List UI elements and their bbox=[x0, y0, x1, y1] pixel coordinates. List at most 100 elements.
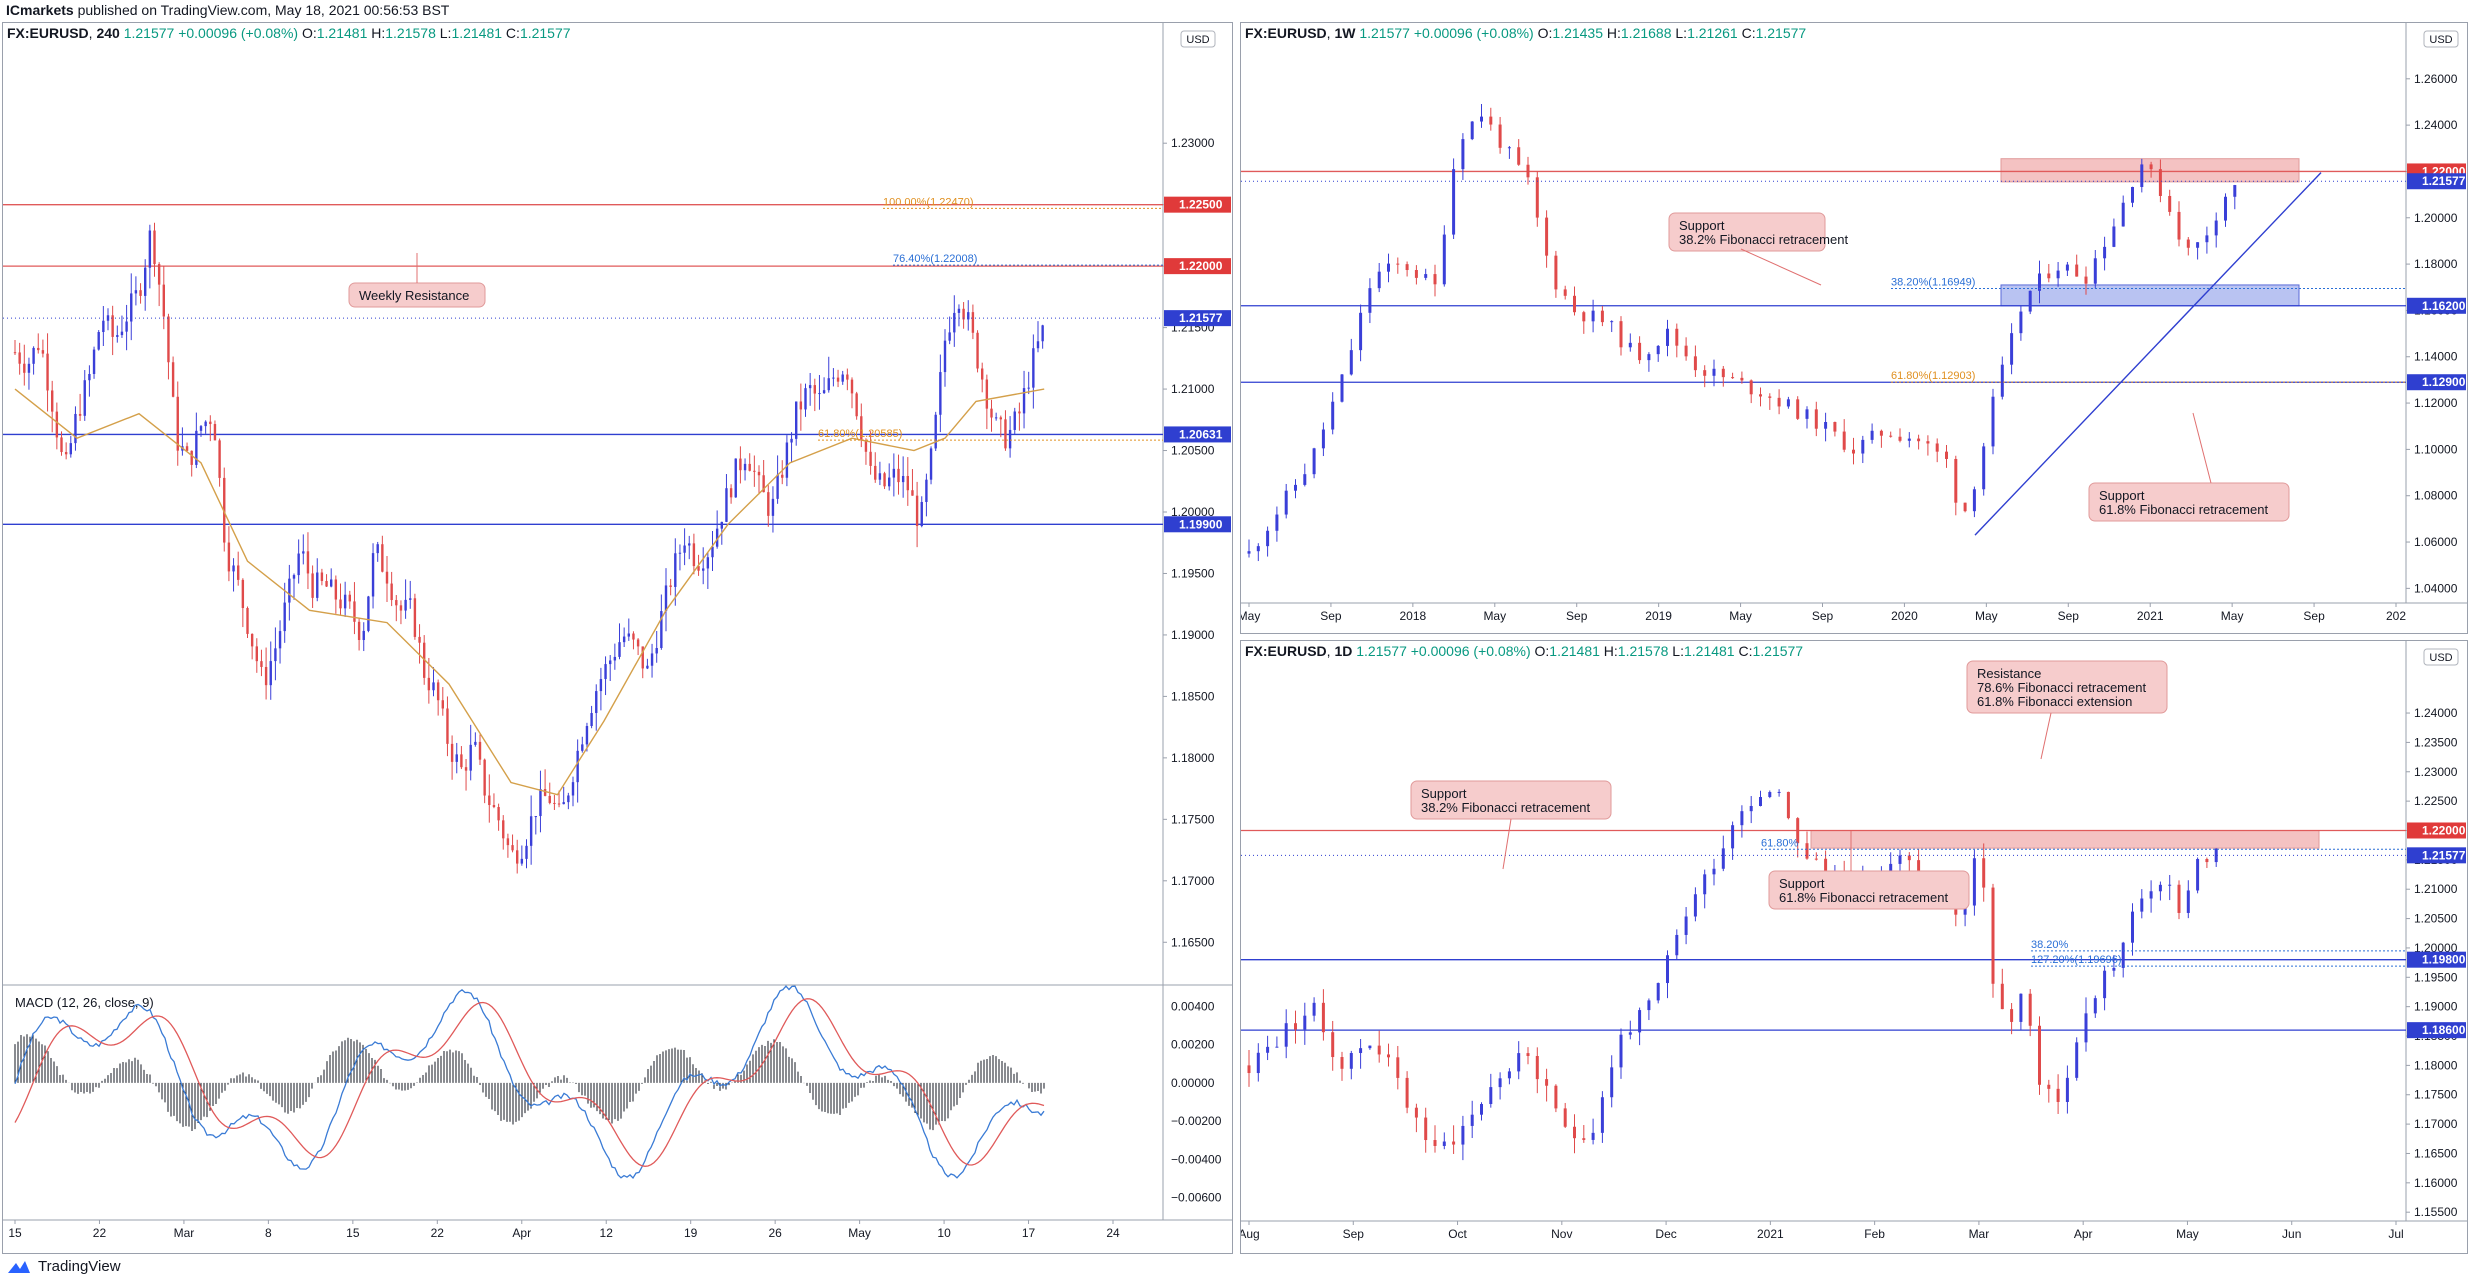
candle-body bbox=[1414, 1107, 1418, 1118]
candle-body bbox=[2103, 246, 2107, 259]
tradingview-logo-icon bbox=[8, 1260, 30, 1273]
candle-body bbox=[939, 372, 942, 415]
chart-panel-w1[interactable]: FX:EURUSD, 1W 1.21577 +0.00096 (+0.08%) … bbox=[1240, 22, 2468, 634]
macd-title: MACD (12, 26, close, 9) bbox=[15, 995, 154, 1010]
moving-average-line bbox=[14, 388, 1045, 796]
candle-body bbox=[976, 332, 979, 369]
candle-body bbox=[1740, 377, 1744, 381]
candle-body bbox=[432, 682, 435, 691]
candle-body bbox=[1470, 1114, 1474, 1126]
y-tick-label: 1.12000 bbox=[2414, 396, 2458, 410]
candle-body bbox=[260, 661, 263, 667]
candle-body bbox=[702, 568, 705, 571]
candle-body bbox=[1480, 1104, 1483, 1115]
candle-body bbox=[1331, 401, 1335, 430]
candle-body bbox=[1041, 325, 1044, 342]
candle-body bbox=[609, 660, 612, 665]
candle-body bbox=[878, 473, 882, 480]
candle-body bbox=[1805, 409, 1809, 419]
candle-body bbox=[2214, 848, 2218, 863]
fib-label: 61.80%(1.12903) bbox=[1891, 370, 1975, 382]
y-tick-label: 1.19500 bbox=[2414, 970, 2458, 984]
candle-body bbox=[883, 473, 886, 487]
candle-body bbox=[139, 290, 142, 296]
chart-panel-d1[interactable]: FX:EURUSD, 1D 1.21577 +0.00096 (+0.08%) … bbox=[1240, 640, 2468, 1254]
candle-body bbox=[901, 475, 905, 483]
candle-body bbox=[1461, 1125, 1465, 1145]
candle-body bbox=[1954, 458, 1958, 503]
x-tick-label: Jun bbox=[2282, 1227, 2301, 1241]
candle-body bbox=[2168, 884, 2172, 886]
trendline bbox=[1974, 172, 2322, 536]
x-tick-label: Apr bbox=[2074, 1227, 2093, 1241]
last-price-badge bbox=[2407, 173, 2466, 190]
candle-body bbox=[209, 421, 212, 425]
candle-body bbox=[739, 458, 742, 471]
fib-label: 127.20%(1.19696) bbox=[2031, 954, 2122, 966]
candle-body bbox=[841, 374, 844, 382]
level-badge-label: 1.16200 bbox=[2422, 299, 2466, 313]
candle-body bbox=[125, 321, 128, 332]
candle-body bbox=[2056, 1088, 2060, 1102]
candle-body bbox=[595, 691, 598, 714]
chart-d1[interactable]: USD 1.24000 1.23500 1.23000 1.22500 1.22000 1.… bbox=[1241, 641, 2467, 1253]
candle-body bbox=[2177, 884, 2181, 913]
candle-body bbox=[1396, 263, 1400, 265]
chart-w1[interactable]: USD1.260001.240001.220001.200001.180001.… bbox=[1241, 23, 2467, 633]
candle-body bbox=[725, 488, 728, 522]
tradingview-footer[interactable]: TradingView bbox=[6, 1258, 121, 1275]
candle-body bbox=[269, 661, 272, 686]
candle-body bbox=[1442, 1141, 1446, 1146]
candle-body bbox=[1712, 368, 1716, 376]
x-tick-label: May bbox=[2221, 609, 2244, 623]
level-badge bbox=[1164, 516, 1231, 533]
candle-body bbox=[1294, 484, 1297, 491]
annotation-text: 38.2% Fibonacci retracement bbox=[1421, 800, 1590, 815]
macd-y-tick-label: −0.00200 bbox=[1171, 1114, 1222, 1128]
chart-panel-h4[interactable]: FX:EURUSD, 240 1.21577 +0.00096 (+0.08%)… bbox=[2, 22, 1233, 1254]
candle-body bbox=[371, 553, 375, 597]
candle-body bbox=[1963, 502, 1967, 512]
candle-body bbox=[195, 430, 198, 465]
candle-body bbox=[627, 633, 630, 637]
y-tick-label: 1.20000 bbox=[2414, 211, 2458, 225]
candle-body bbox=[1368, 1045, 1372, 1049]
candle-body bbox=[855, 393, 858, 417]
y-tick-label: 1.16500 bbox=[1171, 935, 1215, 949]
x-tick-label: May bbox=[1729, 609, 1752, 623]
candle-body bbox=[990, 408, 993, 418]
annotation-pointer bbox=[2040, 712, 2052, 760]
candle-body bbox=[1340, 374, 1344, 402]
candle-body bbox=[102, 320, 105, 333]
macd-y-tick-label: 0.00400 bbox=[1171, 999, 1215, 1013]
high-value: 1.21578 bbox=[385, 25, 436, 41]
candle-body bbox=[55, 411, 59, 438]
candle-body bbox=[1312, 448, 1316, 475]
y-tick-label: 1.22500 bbox=[2414, 794, 2458, 808]
candle-body bbox=[2158, 169, 2162, 196]
candle-body bbox=[1266, 530, 1270, 547]
x-tick-label: Nov bbox=[1551, 1227, 1572, 1241]
chart-h4[interactable]: USD1.230001.225001.220001.215001.210001.… bbox=[3, 23, 1232, 1253]
x-tick-label: Feb bbox=[1864, 1227, 1885, 1241]
y-tick-label: 1.18000 bbox=[1171, 751, 1215, 765]
candle-body bbox=[483, 759, 486, 796]
last-price-label: 1.21577 bbox=[2422, 848, 2466, 862]
candle-body bbox=[1982, 446, 1986, 490]
candle-body bbox=[641, 646, 644, 669]
candle-body bbox=[1032, 348, 1035, 388]
x-tick-label: Sep bbox=[2058, 609, 2080, 623]
candle-body bbox=[264, 666, 268, 686]
publisher-name[interactable]: ICmarkets bbox=[6, 2, 74, 18]
annotation-text: 38.2% Fibonacci retracement bbox=[1679, 232, 1848, 247]
candle-body bbox=[367, 596, 370, 631]
candle-body bbox=[1573, 295, 1576, 313]
macd-y-tick-label: −0.00600 bbox=[1171, 1191, 1222, 1205]
candle-body bbox=[27, 363, 31, 373]
currency-tag bbox=[2423, 30, 2459, 48]
candle-body bbox=[1703, 874, 1707, 895]
candle-body bbox=[1591, 310, 1595, 322]
candle-body bbox=[1507, 1071, 1511, 1079]
candle-body bbox=[2047, 273, 2051, 279]
candle-body bbox=[2010, 333, 2014, 365]
